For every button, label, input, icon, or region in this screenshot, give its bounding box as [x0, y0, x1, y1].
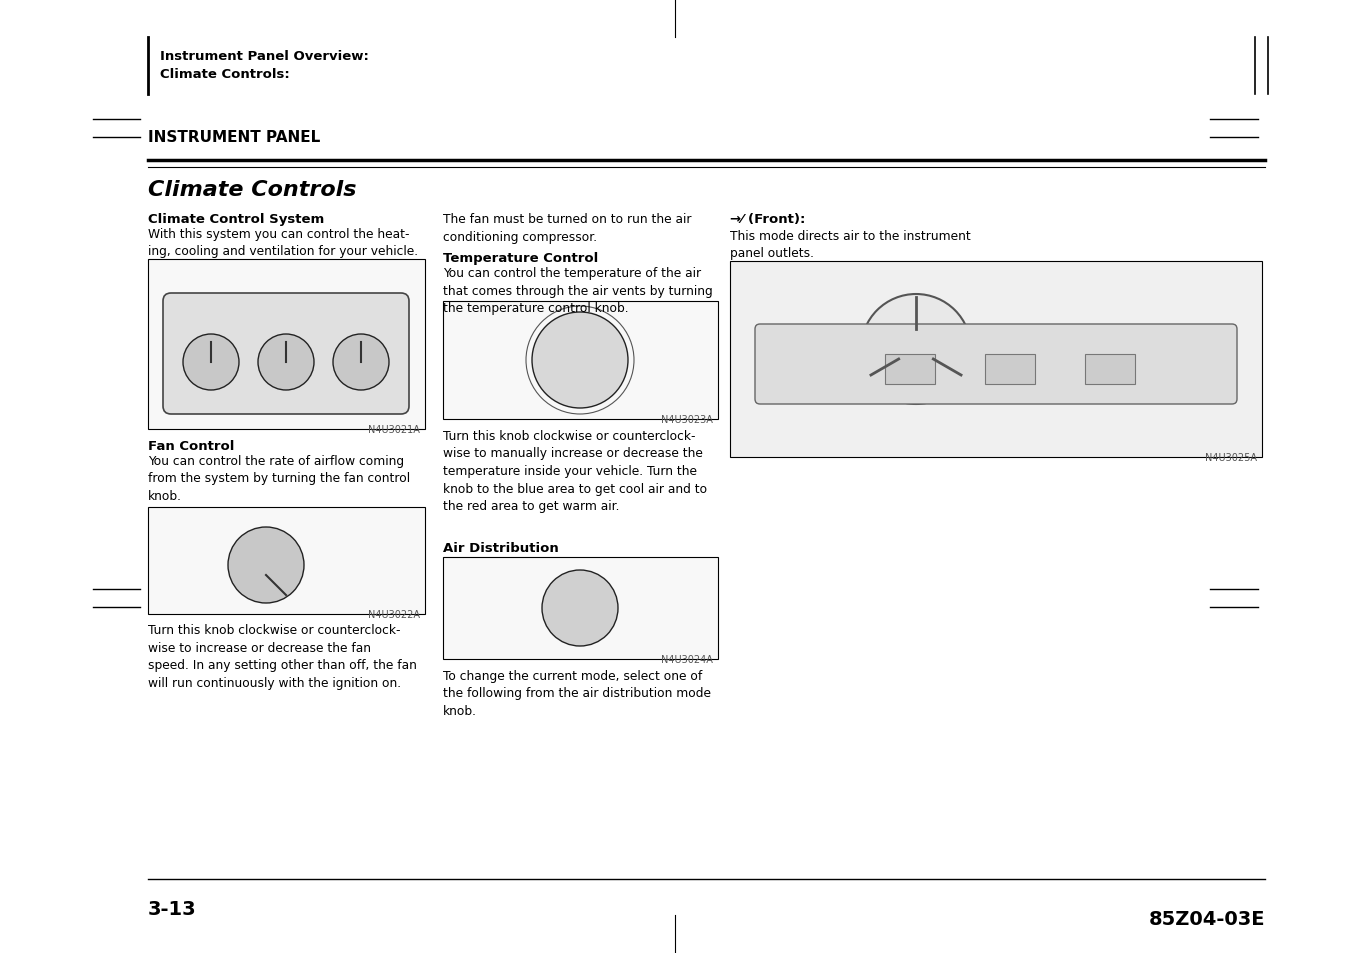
Circle shape: [861, 294, 971, 405]
Text: Turn this knob clockwise or counterclock-
wise to increase or decrease the fan
s: Turn this knob clockwise or counterclock…: [149, 623, 417, 689]
Text: Climate Controls: Climate Controls: [149, 180, 357, 200]
Text: To change the current mode, select one of
the following from the air distributio: To change the current mode, select one o…: [443, 669, 711, 718]
Text: You can control the temperature of the air
that comes through the air vents by t: You can control the temperature of the a…: [443, 267, 713, 314]
Text: Fan Control: Fan Control: [149, 439, 234, 453]
Text: This mode directs air to the instrument
panel outlets.: This mode directs air to the instrument …: [730, 230, 971, 260]
Text: With this system you can control the heat-
ing, cooling and ventilation for your: With this system you can control the hea…: [149, 228, 417, 258]
Circle shape: [542, 571, 617, 646]
Bar: [730, 262, 1262, 457]
Text: The fan must be turned on to run the air
conditioning compressor.: The fan must be turned on to run the air…: [443, 213, 692, 243]
Circle shape: [182, 335, 239, 391]
Text: INSTRUMENT PANEL: INSTRUMENT PANEL: [149, 130, 320, 145]
Circle shape: [896, 330, 936, 370]
FancyBboxPatch shape: [163, 294, 409, 415]
Circle shape: [258, 335, 313, 391]
Text: 85Z04-03E: 85Z04-03E: [1148, 909, 1265, 928]
Circle shape: [332, 335, 389, 391]
Text: Temperature Control: Temperature Control: [443, 252, 598, 265]
Bar: [885, 355, 935, 385]
Text: →⁄ (Front):: →⁄ (Front):: [730, 213, 805, 226]
Text: N4U3022A: N4U3022A: [367, 609, 420, 619]
Bar: [149, 260, 426, 430]
Text: Turn this knob clockwise or counterclock-
wise to manually increase or decrease : Turn this knob clockwise or counterclock…: [443, 430, 707, 513]
Text: Climate Controls:: Climate Controls:: [159, 68, 289, 81]
Bar: [149, 507, 426, 615]
Text: You can control the rate of airflow coming
from the system by turning the fan co: You can control the rate of airflow comi…: [149, 455, 411, 502]
Text: Instrument Panel Overview:: Instrument Panel Overview:: [159, 50, 369, 63]
Text: N4U3021A: N4U3021A: [367, 424, 420, 435]
Text: Air Distribution: Air Distribution: [443, 541, 559, 555]
Text: 3-13: 3-13: [149, 899, 197, 918]
Text: Climate Control System: Climate Control System: [149, 213, 324, 226]
Text: N4U3024A: N4U3024A: [661, 655, 713, 664]
Text: N4U3023A: N4U3023A: [661, 415, 713, 424]
Circle shape: [532, 313, 628, 409]
Bar: [1085, 355, 1135, 385]
Circle shape: [228, 527, 304, 603]
Bar: [443, 558, 717, 659]
Text: N4U3025A: N4U3025A: [1205, 453, 1256, 462]
Bar: [985, 355, 1035, 385]
FancyBboxPatch shape: [755, 325, 1238, 405]
Bar: [443, 302, 717, 419]
